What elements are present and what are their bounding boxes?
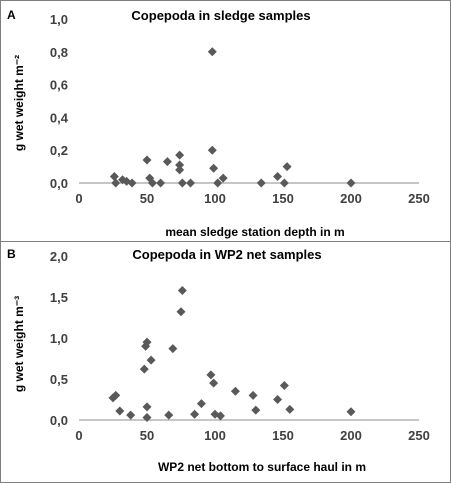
panel-a-x-tick-label: 250 [408,191,430,206]
panel-b-data-point [196,399,206,409]
panel-b-y-axis-label: g wet weight m⁻³ [12,296,26,392]
panel-b-x-tick-label: 250 [408,428,430,443]
panel-b-title: Copepoda in WP2 net samples [132,247,321,262]
panel-b-x-tick-label: 150 [272,428,294,443]
panel-b-data-point [177,285,187,295]
panel-a-data-point [127,178,137,188]
panel-a-data-point [279,178,289,188]
panel-b-y-tick-label: 1,5 [50,290,68,305]
panel-a-data-point [142,155,152,165]
panel-b-data-point [126,410,136,420]
panel-b-data-point [209,378,219,388]
panel-a-data-point [162,157,172,167]
panel-b-data-point [142,337,152,347]
panel-b-data-point [273,395,283,404]
panel-b-data-point [248,390,258,400]
panel-b-x-axis-label: WP2 net bottom to surface haul in m [158,460,366,474]
panel-a-y-tick-label: 0,2 [50,143,68,158]
panel-a-x-tick-label: 200 [340,191,362,206]
panel-b-data-point [142,413,152,423]
panel-a-y-axis-label: g wet weight m⁻² [12,55,26,151]
panel-a-y-tick-label: 0,4 [50,110,69,125]
panel-a-x-axis-label: mean sledge station depth in m [165,225,344,239]
panel-a-data-point [109,171,119,181]
panel-a-data-point [346,178,356,188]
panel-b-label: B [7,247,16,261]
panel-a-data-point [111,178,121,188]
panel-b-y-tick-label: 2,0 [50,249,68,264]
panel-a-data-point [207,47,217,57]
panel-a-data-point [122,176,132,186]
panel-divider [0,241,451,242]
panel-b-x-tick-label: 200 [340,428,362,443]
panel-b: B Copepoda in WP2 net samples WP2 net bo… [7,247,430,474]
panel-a-x-tick-label: 0 [75,191,82,206]
panel-a-data-point [209,163,219,173]
panel-a-data-point [175,150,185,160]
panel-a-data-point [186,178,196,188]
panel-a-data-point [207,145,217,155]
panel-b-data-point [111,390,121,400]
panel-b-x-tick-label: 100 [204,428,226,443]
panel-a: A Copepoda in sledge samples mean sledge… [7,8,430,239]
panel-a-y-tick-label: 0,8 [50,45,68,60]
panel-b-data-point [230,386,240,396]
panel-b-data-point [279,381,289,391]
panel-b-data-point [164,410,174,420]
panel-a-data-point [213,178,223,188]
panel-b-y-tick-label: 1,0 [50,331,68,346]
panel-a-data-point [218,173,228,183]
panel-a-data-point [147,178,157,188]
panel-a-data-point [282,162,292,172]
panel-a-data-point [175,160,185,170]
panel-b-data-point [346,407,356,417]
panel-b-y-tick-label: 0,5 [50,372,68,387]
panel-b-data-point [139,364,149,374]
panel-a-data-point [256,178,266,188]
panel-a-data-point [156,178,166,188]
panel-a-x-tick-label: 50 [140,191,154,206]
panel-a-label: A [7,8,16,22]
panel-b-x-tick-label: 50 [140,428,154,443]
panel-b-data-point [168,344,178,354]
panel-b-data-point [206,370,216,380]
panel-b-data-point [146,355,156,365]
panel-a-y-tick-label: 0,0 [50,176,68,191]
panel-a-x-tick-label: 150 [272,191,294,206]
panel-a-title: Copepoda in sledge samples [131,8,310,23]
panel-b-data-point [142,402,152,412]
panel-b-data-point [190,409,200,419]
panel-b-data-point [285,404,295,414]
panel-b-data-point [176,307,186,317]
panel-a-data-point [273,171,283,181]
panel-a-data-point [177,178,187,188]
panel-b-data-point [115,406,125,416]
panel-b-data-point [215,411,225,421]
panel-b-data-point [251,405,261,415]
panel-a-x-tick-label: 100 [204,191,226,206]
panel-a-y-tick-label: 1,0 [50,12,68,27]
panel-b-y-tick-label: 0,0 [50,413,68,428]
panel-a-data-point [175,165,185,175]
panel-b-x-tick-label: 0 [75,428,82,443]
panel-a-y-tick-label: 0,6 [50,78,68,93]
